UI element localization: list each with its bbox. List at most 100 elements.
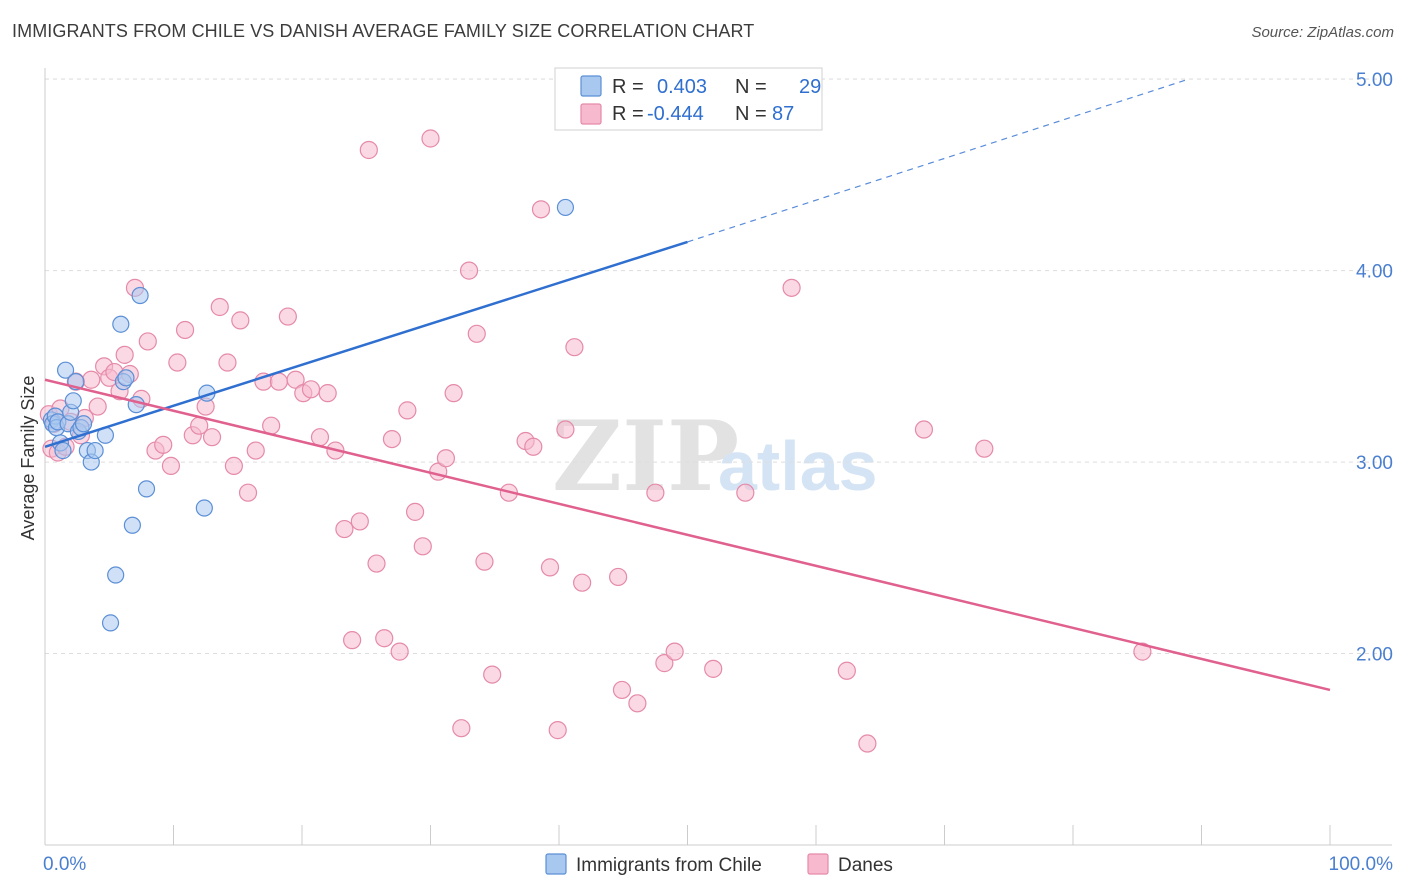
legend-chile-n-value: 29 bbox=[799, 76, 821, 98]
legend-chile-r-label: R = bbox=[612, 76, 644, 98]
danes-point-10 bbox=[82, 370, 101, 389]
danes-point-86 bbox=[914, 420, 934, 439]
chile-point-25 bbox=[127, 396, 145, 414]
danes-point-61 bbox=[452, 719, 471, 738]
danes-point-53 bbox=[390, 642, 409, 661]
chile-point-24 bbox=[123, 516, 141, 534]
chile-point-19 bbox=[101, 614, 120, 632]
danes-point-56 bbox=[413, 537, 432, 556]
danes-point-88 bbox=[1133, 642, 1152, 661]
danes-point-39 bbox=[278, 307, 297, 326]
chile-point-7 bbox=[56, 361, 75, 379]
danes-point-84 bbox=[837, 661, 856, 680]
danes-point-60 bbox=[444, 384, 463, 403]
danes-point-68 bbox=[524, 437, 543, 456]
danes-point-70 bbox=[540, 558, 560, 577]
chart-title: IMMIGRANTS FROM CHILE VS DANISH AVERAGE … bbox=[12, 21, 755, 41]
danes-point-57 bbox=[421, 129, 440, 148]
legend-chile-r-value: 0.403 bbox=[657, 76, 707, 98]
x-tick-label-0: 0.0% bbox=[43, 854, 86, 875]
danes-point-77 bbox=[628, 694, 647, 713]
watermark-zip: ZIP bbox=[552, 400, 739, 513]
danes-point-16 bbox=[115, 345, 134, 364]
danes-point-34 bbox=[238, 483, 258, 502]
chile-point-14 bbox=[74, 415, 93, 433]
danes-point-76 bbox=[612, 680, 632, 700]
legend-chile-n-label: N = bbox=[735, 76, 767, 98]
y-tick-label-1: 3.00 bbox=[1356, 453, 1393, 474]
legend-danes-n-label: N = bbox=[735, 103, 767, 125]
danes-point-83 bbox=[782, 278, 801, 297]
danes-point-25 bbox=[175, 320, 195, 340]
y-tick-label-3: 5.00 bbox=[1356, 70, 1393, 91]
trend-lines bbox=[44, 78, 1331, 692]
x-tick-label-1: 100.0% bbox=[1329, 854, 1394, 875]
chile-point-6 bbox=[54, 441, 72, 460]
danes-point-42 bbox=[301, 380, 321, 399]
legend-danes-swatch bbox=[580, 103, 602, 125]
danes-point-31 bbox=[218, 353, 237, 372]
series-legend-danes-swatch bbox=[807, 853, 829, 875]
danes-trend-line bbox=[44, 378, 1331, 692]
danes-points bbox=[39, 129, 1152, 753]
series-legend-chile-swatch bbox=[545, 853, 567, 875]
danes-point-69 bbox=[531, 200, 551, 219]
danes-point-78 bbox=[646, 483, 665, 502]
chile-point-23 bbox=[117, 369, 135, 387]
y-tick-label-2: 4.00 bbox=[1356, 262, 1393, 283]
source-credit: Source: ZipAtlas.com bbox=[1251, 24, 1394, 41]
danes-point-50 bbox=[367, 554, 386, 573]
axes bbox=[44, 68, 1392, 846]
danes-point-38 bbox=[269, 372, 288, 391]
danes-point-22 bbox=[154, 435, 173, 454]
danes-point-30 bbox=[210, 297, 229, 317]
danes-point-85 bbox=[858, 734, 877, 753]
y-tick-label-0: 2.00 bbox=[1356, 645, 1393, 666]
danes-point-75 bbox=[609, 567, 628, 587]
series-legend: Immigrants from Chile Danes bbox=[545, 853, 893, 876]
danes-point-48 bbox=[350, 512, 369, 531]
danes-point-62 bbox=[459, 261, 479, 280]
grid-lines bbox=[45, 78, 1392, 655]
danes-point-73 bbox=[565, 338, 584, 357]
danes-point-80 bbox=[665, 642, 684, 661]
danes-point-33 bbox=[231, 311, 250, 330]
danes-point-65 bbox=[483, 665, 502, 684]
danes-point-44 bbox=[318, 384, 337, 403]
danes-point-43 bbox=[310, 428, 330, 447]
x-tick-labels: 0.0% 100.0% bbox=[43, 854, 1393, 875]
chile-points bbox=[42, 198, 575, 632]
danes-point-74 bbox=[573, 573, 592, 592]
danes-point-11 bbox=[88, 397, 107, 416]
danes-point-81 bbox=[704, 659, 723, 678]
legend-danes-r-value: -0.444 bbox=[647, 103, 704, 125]
danes-point-64 bbox=[475, 552, 494, 571]
danes-point-46 bbox=[335, 519, 354, 539]
danes-point-82 bbox=[736, 483, 755, 502]
legend-danes-r-label: R = bbox=[612, 103, 644, 125]
chile-trend-line bbox=[44, 240, 688, 448]
danes-point-52 bbox=[382, 429, 402, 449]
chile-point-30 bbox=[556, 198, 575, 217]
danes-point-72 bbox=[556, 420, 575, 439]
y-tick-labels: 2.00 3.00 4.00 5.00 bbox=[1356, 70, 1393, 665]
danes-point-54 bbox=[398, 401, 417, 420]
stats-legend: R = 0.403 N = 29 R = -0.444 N = 87 bbox=[554, 67, 823, 131]
danes-point-35 bbox=[246, 441, 265, 460]
danes-point-59 bbox=[436, 449, 456, 468]
danes-point-51 bbox=[375, 629, 394, 648]
danes-point-24 bbox=[168, 353, 187, 372]
danes-point-49 bbox=[359, 140, 378, 160]
danes-point-23 bbox=[161, 456, 181, 476]
danes-point-20 bbox=[138, 332, 157, 351]
danes-point-87 bbox=[975, 439, 994, 458]
chile-point-21 bbox=[112, 315, 130, 333]
danes-point-79 bbox=[655, 654, 674, 673]
danes-point-47 bbox=[343, 631, 362, 650]
legend-danes-n-value: 87 bbox=[772, 103, 794, 125]
chile-point-27 bbox=[137, 480, 156, 498]
legend-chile-swatch bbox=[580, 75, 602, 97]
series-legend-chile-label: Immigrants from Chile bbox=[576, 855, 762, 876]
danes-point-71 bbox=[548, 721, 567, 740]
